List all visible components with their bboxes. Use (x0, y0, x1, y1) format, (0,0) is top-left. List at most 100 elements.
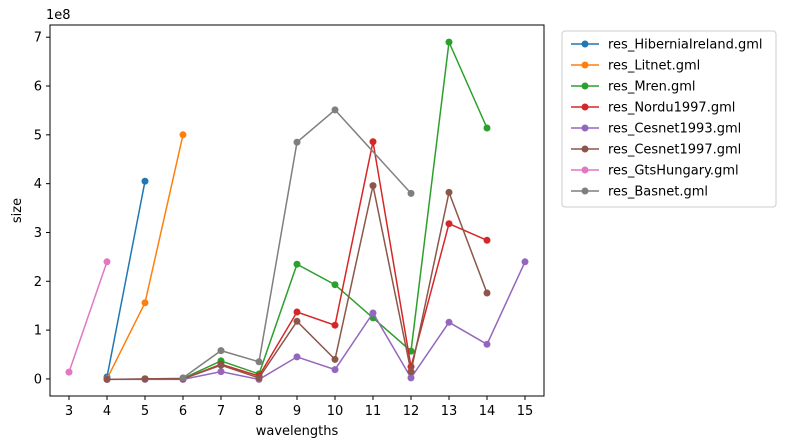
series-5 (103, 182, 491, 383)
x-axis-label: wavelengths (256, 424, 339, 439)
plot-frame (49, 24, 545, 397)
series-6 (65, 258, 111, 376)
y-tick-label: 3 (34, 226, 42, 241)
x-tick-label: 5 (141, 404, 149, 419)
data-point (217, 347, 225, 355)
y-tick-label: 2 (34, 275, 42, 290)
y-axis-multiplier: 1e8 (46, 8, 71, 23)
legend-label: res_Basnet.gml (608, 185, 708, 200)
data-point (293, 353, 301, 361)
data-point (179, 131, 187, 139)
legend-entry: res_Cesnet1997.gml (571, 143, 741, 158)
legend-label: res_GtsHungary.gml (608, 164, 739, 179)
series-line (106, 181, 146, 378)
data-point (521, 258, 529, 266)
series-line (145, 141, 488, 380)
data-point (255, 358, 263, 366)
legend: res_HiberniaIreland.gml res_Litnet.gmlres… (561, 30, 777, 208)
data-point (103, 258, 111, 266)
legend-marker (581, 166, 589, 174)
legend-label: res_Cesnet1997.gml (608, 143, 741, 158)
data-point (369, 182, 377, 190)
legend-entry: res_GtsHungary.gml (571, 164, 739, 179)
series-line (144, 39, 488, 380)
data-point (141, 177, 149, 185)
series-line (106, 134, 184, 380)
legend-label: res_HiberniaIreland.gml (608, 38, 763, 53)
data-point (293, 260, 301, 268)
x-tick-label: 10 (327, 404, 344, 419)
y-tick-label: 1 (34, 324, 42, 339)
y-tick-label: 5 (34, 128, 42, 143)
data-point (255, 374, 263, 382)
legend-entry: res_Mren.gml (571, 80, 696, 95)
legend-marker (581, 61, 589, 69)
x-tick-label: 13 (441, 404, 458, 419)
data-point (483, 124, 491, 132)
data-point (217, 361, 225, 369)
y-tick-label: 4 (34, 177, 42, 192)
legend-box (561, 30, 777, 208)
data-point (103, 375, 111, 383)
data-point (445, 318, 453, 326)
y-tick-label: 7 (34, 31, 42, 46)
legend-entry: res_Cesnet1993.gml (571, 122, 741, 137)
data-point (483, 236, 491, 244)
data-point (141, 299, 149, 307)
data-point (445, 220, 453, 228)
x-tick-label: 7 (217, 404, 225, 419)
data-point (407, 189, 415, 197)
data-point (483, 340, 491, 348)
legend-marker (581, 145, 589, 153)
data-point (407, 368, 415, 376)
data-point (445, 38, 453, 46)
y-tick-label: 6 (34, 80, 42, 95)
x-tick-label: 9 (293, 404, 301, 419)
x-tick-label: 12 (403, 404, 420, 419)
y-tick-label: 0 (34, 372, 42, 387)
legend-entry: res_Nordu1997.gml (571, 101, 735, 116)
series-4 (103, 258, 529, 383)
series-3 (141, 138, 491, 383)
x-tick-label: 4 (103, 404, 111, 419)
legend-marker (581, 40, 589, 48)
legend-entry: res_Litnet.gml (571, 59, 700, 74)
x-tick-label: 11 (365, 404, 382, 419)
data-point (331, 106, 339, 114)
x-tick-label: 6 (179, 404, 187, 419)
data-point (331, 321, 339, 329)
data-point (483, 289, 491, 297)
series-1 (103, 131, 187, 383)
data-point (407, 374, 415, 382)
data-point (369, 138, 377, 146)
data-point (369, 309, 377, 317)
data-point (331, 281, 339, 289)
series-0 (103, 177, 149, 381)
data-point (331, 355, 339, 363)
legend-marker (581, 187, 589, 195)
legend-entry: res_HiberniaIreland.gml (571, 38, 763, 53)
x-tick-label: 3 (65, 404, 73, 419)
legend-label: res_Mren.gml (608, 80, 696, 95)
x-tick-label: 14 (479, 404, 496, 419)
data-point (445, 188, 453, 196)
data-point (293, 317, 301, 325)
x-tick-label: 8 (255, 404, 263, 419)
plot-area (65, 38, 529, 383)
y-axis-label: size (10, 198, 25, 223)
data-point (217, 368, 225, 376)
data-point (293, 138, 301, 146)
legend-marker (581, 124, 589, 132)
data-point (331, 366, 339, 374)
legend-label: res_Cesnet1993.gml (608, 122, 741, 137)
data-point (179, 374, 187, 382)
legend-marker (581, 82, 589, 90)
series-line (107, 261, 526, 381)
legend-marker (581, 103, 589, 111)
legend-label: res_Litnet.gml (608, 59, 700, 74)
series-2 (141, 38, 491, 383)
legend-entry: res_Basnet.gml (571, 185, 708, 200)
legend-label: res_Nordu1997.gml (608, 101, 735, 116)
